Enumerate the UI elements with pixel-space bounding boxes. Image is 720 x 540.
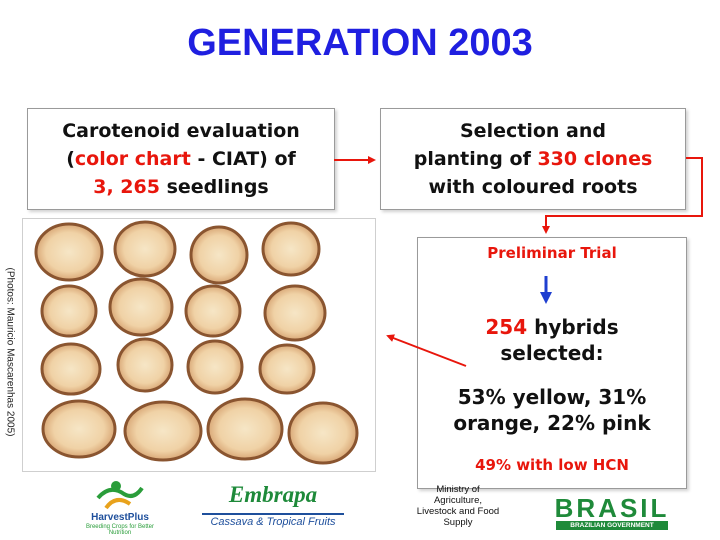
brazilian-government-label: BRAZILIAN GOVERNMENT — [556, 521, 668, 530]
carotenoid-line-2-rest: - CIAT) of — [190, 148, 296, 170]
clones-count: 330 clones — [537, 148, 653, 170]
ministry-line-3: Supply — [443, 517, 473, 528]
hybrids-count: 254 — [485, 315, 528, 339]
selection-line-1: Selection and — [460, 120, 606, 142]
carotenoid-evaluation-text: Carotenoid evaluation (color chart - CIA… — [28, 109, 334, 201]
ministry-line-1: Ministry of Agriculture, — [433, 484, 483, 506]
seedlings-count: 3, 265 — [93, 176, 160, 198]
selection-line-2-pre: planting of — [413, 148, 538, 170]
embrapa-underline-icon — [202, 513, 344, 515]
carotenoid-line-2: (color chart - CIAT) of — [28, 145, 334, 173]
ministry-text: Ministry of Agriculture, Livestock and F… — [416, 484, 500, 528]
harvestplus-emblem-icon — [96, 481, 144, 510]
selection-line-2: planting of 330 clones — [381, 145, 685, 173]
carotenoid-evaluation-box: Carotenoid evaluation (color chart - CIA… — [27, 108, 335, 210]
root-slices — [34, 220, 359, 465]
arrow-right-box-to-trial — [542, 157, 703, 234]
carotenoid-line-3-rest: seedlings — [159, 176, 269, 198]
hybrids-selected-text: 254 hybrids selected: — [418, 314, 686, 366]
selection-line-3: with coloured roots — [428, 176, 638, 198]
preliminar-trial-box: Preliminar Trial 254 hybrids selected: 5… — [417, 237, 687, 489]
selection-planting-text: Selection and planting of 330 clones wit… — [381, 109, 685, 201]
color-distribution-line-2: orange, 22% pink — [453, 411, 651, 435]
ministry-line-2: Livestock and Food — [416, 506, 500, 517]
color-distribution-line-1: 53% yellow, 31% — [457, 385, 647, 409]
cassava-roots-image — [34, 220, 359, 465]
color-distribution-text: 53% yellow, 31% orange, 22% pink — [418, 384, 686, 436]
hybrids-label: hybrids — [527, 315, 619, 339]
hybrids-line-1: 254 hybrids — [418, 314, 686, 340]
slide-title: GENERATION 2003 — [187, 22, 533, 64]
brasil-wordmark: BRASIL — [552, 494, 672, 522]
carotenoid-line-3: 3, 265 seedlings — [28, 173, 334, 201]
carotenoid-line-2-open: ( — [66, 148, 75, 170]
harvestplus-tagline: Breeding Crops for Better Nutrition — [85, 524, 155, 536]
color-chart-highlight: color chart — [74, 148, 191, 170]
embrapa-name: Embrapa — [228, 482, 318, 507]
embrapa-logo: Embrapa Cassava & Tropical Fruits — [200, 480, 346, 532]
low-hcn-text: 49% with low HCN — [475, 456, 629, 474]
embrapa-subtitle: Cassava & Tropical Fruits — [210, 516, 336, 528]
cassava-roots-photo — [22, 218, 376, 472]
harvestplus-name: HarvestPlus — [91, 512, 149, 523]
arrow-hybrids-to-photo — [386, 334, 467, 367]
hybrids-line-2: selected: — [500, 341, 604, 365]
selection-planting-box: Selection and planting of 330 clones wit… — [380, 108, 686, 210]
brasil-government-logo: BRASIL BRAZILIAN GOVERNMENT — [552, 494, 672, 530]
preliminar-trial-title: Preliminar Trial — [487, 244, 617, 262]
harvestplus-logo: HarvestPlus Breeding Crops for Better Nu… — [80, 478, 160, 536]
brasil-letters: BRASIL — [554, 493, 670, 523]
carotenoid-line-1: Carotenoid evaluation — [62, 120, 300, 142]
